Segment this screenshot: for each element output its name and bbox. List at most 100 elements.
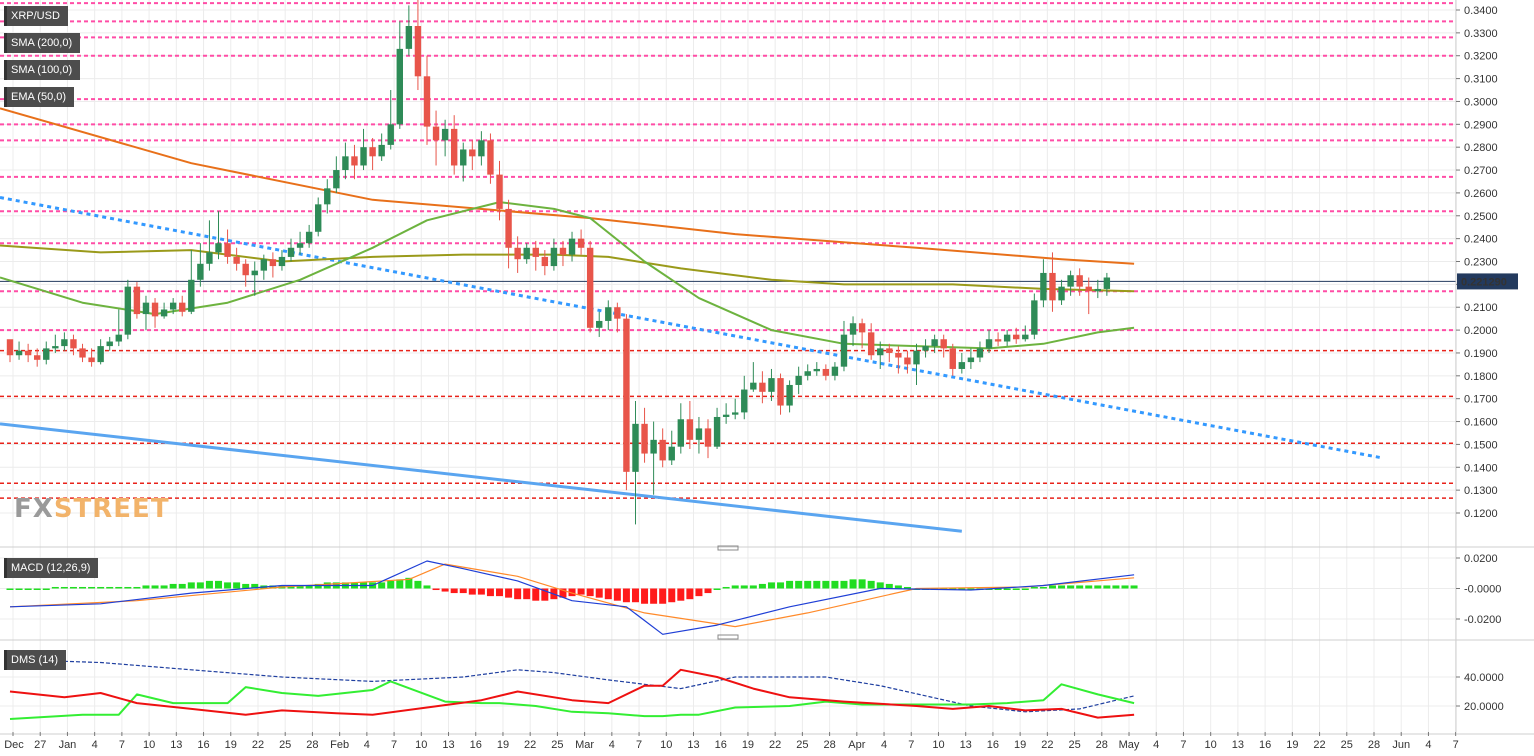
macd-label[interactable]: MACD (12,26,9): [4, 558, 99, 578]
candle-body-108: [985, 339, 993, 349]
macd-hist-119: [1085, 585, 1093, 589]
candle-57: [523, 243, 530, 264]
sma200-label[interactable]: SMA (200,0): [4, 33, 81, 53]
candle-7: [70, 334, 77, 356]
symbol-label[interactable]: XRP/USD: [4, 6, 68, 26]
x-tick-24: 10: [660, 739, 672, 751]
macd-hist-41: [378, 582, 386, 589]
candle-121: [1103, 272, 1111, 296]
x-tick-51: Jun: [1392, 739, 1410, 751]
x-tick-47: 19: [1286, 739, 1298, 751]
candle-body-56: [514, 247, 521, 260]
ema50-label[interactable]: EMA (50,0): [4, 87, 75, 107]
candle-body-52: [478, 140, 485, 157]
candle-body-110: [1003, 334, 1011, 342]
x-tick-50: 28: [1368, 739, 1380, 751]
x-tick-28: 22: [769, 739, 781, 751]
candle-53: [487, 133, 494, 184]
candle-body-100: [913, 350, 920, 365]
y-tick-15: 0.1900: [1464, 348, 1498, 360]
macd-hist-49: [450, 588, 458, 594]
macd-hist-9: [88, 586, 96, 589]
x-tick-5: 10: [143, 739, 155, 751]
x-tick-31: Apr: [848, 739, 865, 751]
candle-37: [342, 142, 349, 180]
macd-hist-43: [396, 579, 404, 589]
macd-hist-78: [713, 588, 721, 590]
candle-body-41: [378, 144, 385, 157]
candle-body-77: [704, 428, 712, 447]
candle-30: [278, 250, 286, 271]
candle-body-117: [1067, 275, 1074, 287]
candle-body-50: [460, 149, 467, 166]
candle-12: [115, 309, 122, 347]
macd-hist-75: [686, 588, 694, 600]
candle-body-75: [686, 419, 694, 440]
candle-body-45: [414, 26, 422, 77]
candle-body-103: [940, 339, 947, 349]
candle-body-72: [659, 439, 666, 461]
candle-22: [206, 220, 213, 271]
candle-body-113: [1031, 300, 1038, 335]
candle-27: [251, 261, 258, 296]
candle-87: [795, 366, 802, 395]
candle-67: [614, 302, 621, 333]
candle-106: [967, 348, 975, 369]
macd-hist-18: [169, 583, 177, 589]
macd-hist-70: [641, 588, 649, 604]
candle-5: [52, 334, 59, 353]
x-tick-16: 13: [442, 739, 454, 751]
x-tick-9: 22: [252, 739, 264, 751]
x-tick-27: 19: [742, 739, 754, 751]
candle-31: [287, 238, 295, 262]
candle-89: [813, 362, 820, 376]
y-tick-0: 0.3400: [1464, 5, 1498, 17]
candle-body-8: [79, 348, 86, 358]
candle-66: [605, 300, 612, 331]
macd-hist-26: [242, 583, 250, 589]
y-tick-19: 0.1500: [1464, 439, 1498, 451]
candle-93: [849, 316, 857, 347]
candle-body-9: [88, 357, 95, 363]
candle-35: [324, 179, 331, 214]
candle-18: [169, 298, 177, 315]
dms-label[interactable]: DMS (14): [4, 650, 67, 670]
y-tick-14: 0.2000: [1464, 325, 1498, 337]
candle-29: [269, 252, 277, 278]
candle-51: [469, 140, 476, 171]
candle-69: [632, 400, 639, 525]
candle-body-19: [179, 302, 186, 312]
candle-109: [994, 332, 1002, 347]
candle-body-106: [967, 357, 975, 363]
candle-107: [976, 341, 984, 363]
macd-hist-92: [840, 580, 848, 589]
candle-body-85: [777, 378, 784, 406]
candle-body-91: [831, 366, 839, 376]
macd-hist-88: [804, 580, 812, 589]
candle-body-43: [396, 48, 403, 125]
macd-hist-15: [142, 585, 150, 589]
macd-hist-82: [749, 585, 757, 589]
candle-body-48: [441, 128, 449, 141]
sma100-label[interactable]: SMA (100,0): [4, 60, 81, 80]
logo-fx: FX: [14, 494, 54, 524]
candle-45: [414, 0, 422, 91]
x-tick-42: 4: [1153, 739, 1159, 751]
candles: [6, 0, 1111, 525]
macd-hist-85: [777, 582, 785, 589]
x-tick-36: 16: [987, 739, 999, 751]
macd-hist-20: [187, 582, 195, 589]
macd-hist-56: [514, 588, 522, 600]
candle-body-51: [469, 149, 476, 157]
candle-98: [895, 346, 902, 374]
macd-hist-24: [224, 582, 232, 589]
candle-74: [677, 403, 685, 454]
macd-hist-59: [541, 588, 549, 601]
candle-body-82: [750, 382, 757, 390]
candle-body-105: [958, 362, 966, 369]
candle-1: [15, 341, 23, 360]
macd-hist-77: [704, 588, 712, 594]
candle-60: [550, 238, 558, 271]
candle-body-57: [523, 247, 530, 260]
candle-86: [786, 380, 793, 413]
